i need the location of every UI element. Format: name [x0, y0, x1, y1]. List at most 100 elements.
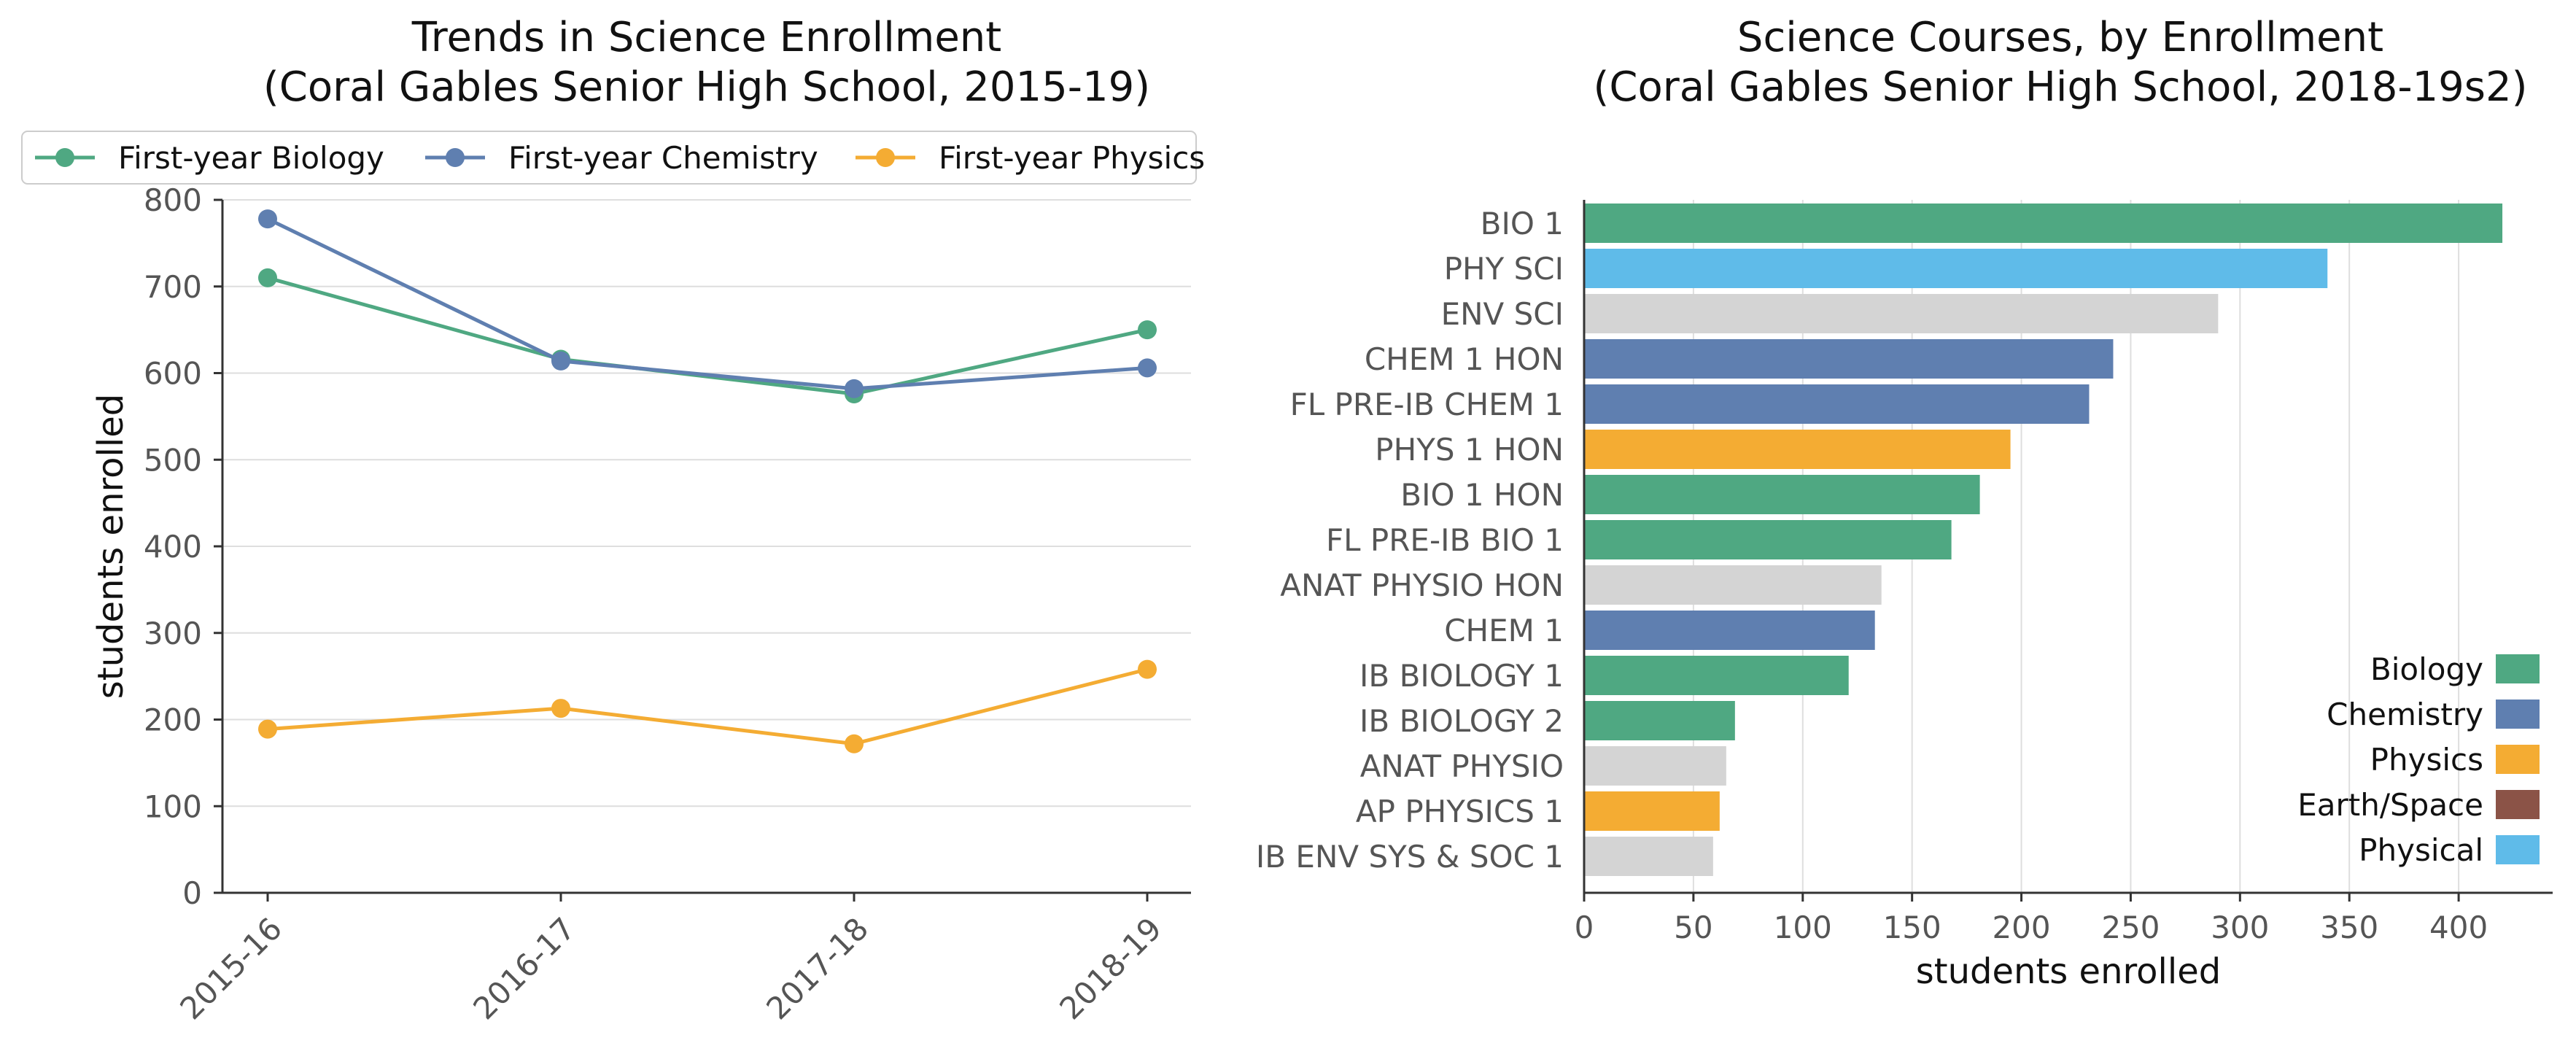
bar-chart-x-ticks: 0 50 100 150 200 250 300 350 400: [1575, 893, 2488, 945]
title-line: (Coral Gables Senior High School, 2015-1…: [263, 63, 1150, 111]
x-tick-label: 2016-17: [466, 910, 582, 1026]
bar-chart-bars: [1584, 204, 2503, 876]
category-label: FL PRE-IB BIO 1: [1326, 522, 1564, 558]
x-tick-label: 2018-19: [1052, 910, 1168, 1026]
bar-chart: BIO 1 PHY SCI ENV SCI CHEM 1 HON FL PRE-IB C…: [1256, 14, 2553, 992]
bar: [1584, 384, 2090, 424]
bar: [1584, 611, 1875, 650]
category-label: BIO 1: [1481, 206, 1564, 241]
data-point: [551, 351, 570, 371]
y-tick-label: 100: [144, 788, 202, 824]
legend-label: First-year Chemistry: [508, 140, 818, 176]
title-line: (Coral Gables Senior High School, 2018-1…: [1594, 63, 2528, 111]
line-chart-title: Trends in Science Enrollment (Coral Gable…: [263, 14, 1150, 111]
bar: [1584, 565, 1882, 605]
x-tick-label: 2015-16: [173, 910, 289, 1026]
legend-swatch: [2496, 700, 2540, 729]
bar: [1584, 339, 2114, 379]
legend-frame: [21, 131, 1197, 185]
x-tick-label: 350: [2320, 910, 2378, 945]
category-label: IB BIOLOGY 1: [1359, 658, 1564, 694]
data-point: [845, 379, 864, 398]
legend-label: Chemistry: [2327, 697, 2483, 732]
data-point: [258, 268, 277, 287]
data-point: [551, 699, 570, 718]
category-label: BIO 1 HON: [1400, 477, 1564, 513]
bar-chart-category-labels: BIO 1 PHY SCI ENV SCI CHEM 1 HON FL PRE-IB C…: [1256, 206, 1564, 875]
data-point: [1138, 320, 1157, 340]
line-chart-series: [258, 209, 1157, 753]
y-tick-label: 800: [144, 182, 202, 218]
category-label: ANAT PHYSIO: [1360, 748, 1564, 784]
bar: [1584, 294, 2219, 333]
series-line: [267, 667, 1148, 746]
bar: [1584, 520, 1952, 559]
category-label: ENV SCI: [1441, 296, 1564, 332]
y-tick-label: 700: [144, 269, 202, 305]
bar-chart-title: Science Courses, by Enrollment (Coral Gab…: [1594, 14, 2528, 111]
y-tick-label: 200: [144, 702, 202, 738]
bar: [1584, 701, 1735, 740]
x-tick-label: 200: [1992, 910, 2050, 945]
legend-swatch-marker: [446, 148, 465, 167]
line-chart-y-label: students enrolled: [90, 394, 131, 699]
legend-label: Physical: [2359, 832, 2483, 868]
legend-swatch-marker: [876, 148, 895, 167]
y-tick-label: 600: [144, 356, 202, 392]
legend-swatch: [2496, 654, 2540, 683]
x-tick-label: 2017-18: [759, 910, 875, 1026]
line-chart: 0 100 200 300 400 500 600 700 800 2015-16 2016-17…: [21, 14, 1205, 1026]
bar: [1584, 837, 1713, 876]
y-tick-label: 500: [144, 442, 202, 478]
data-point: [258, 719, 277, 739]
y-tick-label: 400: [144, 529, 202, 565]
bar: [1584, 204, 2503, 243]
bar-chart-legend: Biology Chemistry Physics Earth/Space Physic…: [2297, 651, 2540, 868]
legend-swatch: [2496, 835, 2540, 864]
bar: [1584, 430, 2011, 469]
x-tick-label: 300: [2211, 910, 2269, 945]
data-point: [1138, 659, 1157, 679]
category-label: FL PRE-IB CHEM 1: [1290, 387, 1564, 422]
y-tick-label: 300: [144, 616, 202, 651]
x-tick-label: 100: [1774, 910, 1832, 945]
x-tick-label: 50: [1674, 910, 1712, 945]
legend-label: Physics: [2370, 742, 2483, 778]
bar-chart-x-label: students enrolled: [1916, 951, 2221, 992]
category-label: PHYS 1 HON: [1375, 432, 1564, 468]
legend-swatch-marker: [55, 148, 74, 167]
legend-label: Earth/Space: [2297, 787, 2483, 823]
x-tick-label: 150: [1883, 910, 1941, 945]
legend-swatch: [2496, 790, 2540, 819]
legend-swatch: [2496, 745, 2540, 774]
title-line: Trends in Science Enrollment: [411, 14, 1001, 61]
category-label: AP PHYSICS 1: [1356, 794, 1564, 829]
data-point: [1138, 358, 1157, 378]
bar: [1584, 656, 1849, 695]
legend-label: First-year Biology: [118, 140, 384, 176]
line-chart-x-ticks: 2015-16 2016-17 2017-18 2018-19: [173, 893, 1168, 1026]
category-label: IB BIOLOGY 2: [1359, 703, 1564, 739]
x-tick-label: 400: [2429, 910, 2488, 945]
category-label: IB ENV SYS & SOC 1: [1256, 839, 1564, 875]
x-tick-label: 250: [2101, 910, 2160, 945]
bar: [1584, 475, 1980, 514]
bar: [1584, 746, 1726, 786]
legend-label: Biology: [2370, 651, 2483, 687]
bar-chart-axes: [1583, 200, 2553, 894]
x-tick-label: 0: [1575, 910, 1594, 945]
bar: [1584, 791, 1720, 831]
bar: [1584, 249, 2328, 288]
line-chart-legend: First-year Biology First-year Chemistry Fi…: [21, 131, 1205, 185]
line-chart-y-ticks: 0 100 200 300 400 500 600 700 800: [144, 182, 222, 911]
series-line: [266, 217, 1148, 391]
legend-label: First-year Physics: [939, 140, 1205, 176]
category-label: CHEM 1: [1444, 613, 1564, 648]
category-label: CHEM 1 HON: [1365, 341, 1564, 377]
data-point: [258, 209, 277, 229]
y-tick-label: 0: [182, 875, 202, 911]
data-point: [845, 734, 864, 753]
title-line: Science Courses, by Enrollment: [1737, 14, 2383, 61]
category-label: ANAT PHYSIO HON: [1280, 567, 1564, 603]
